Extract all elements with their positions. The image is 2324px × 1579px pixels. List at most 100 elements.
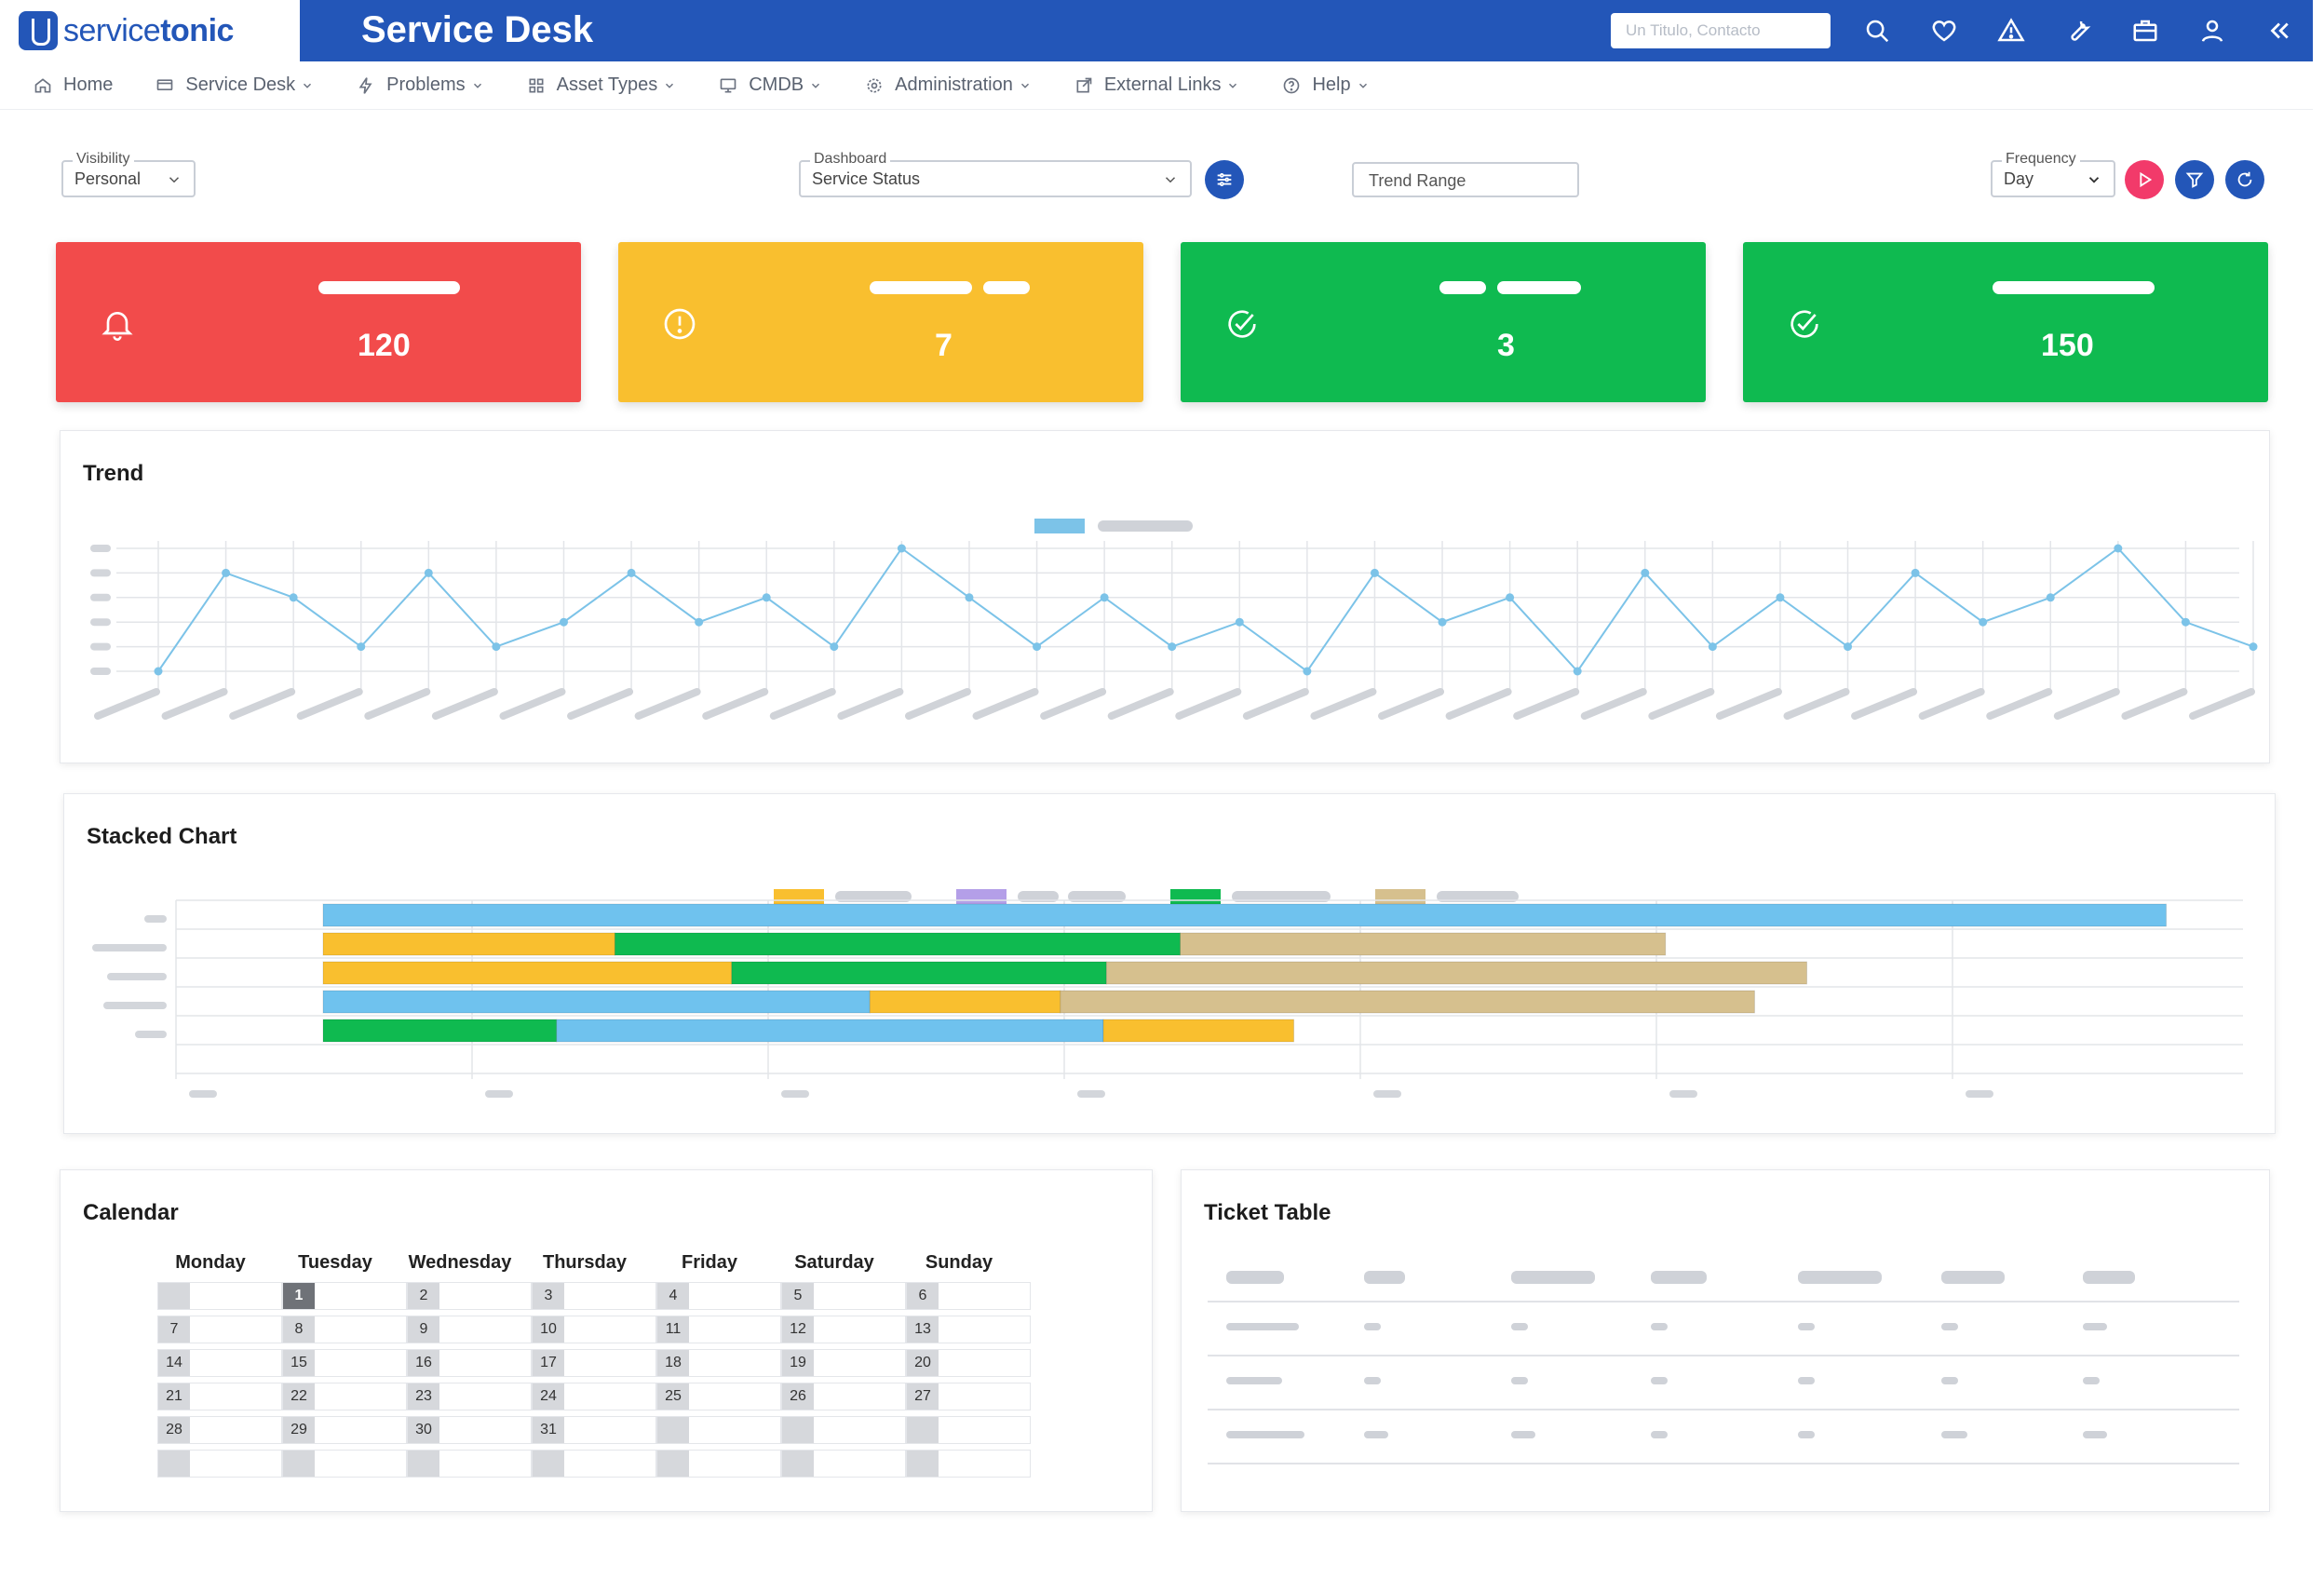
stacked-bar-segment — [869, 990, 1061, 1014]
calendar-day-cell[interactable]: 22 — [282, 1383, 407, 1410]
calendar-day-cell[interactable]: 3 — [532, 1282, 656, 1310]
info-icon — [664, 308, 696, 340]
calendar-day-number: 25 — [657, 1383, 689, 1410]
nav-item-problems[interactable]: Problems — [357, 74, 483, 96]
calendar-day-cell[interactable]: 11 — [656, 1316, 781, 1343]
calendar-day-cell[interactable] — [656, 1450, 781, 1478]
nav-item-asset-types[interactable]: Asset Types — [527, 74, 677, 96]
calendar-weekday-header: Sunday — [925, 1252, 993, 1273]
wrench-icon[interactable] — [2045, 7, 2112, 54]
table-row-divider — [1208, 1463, 2239, 1464]
collapse-icon[interactable] — [2246, 7, 2313, 54]
calendar-day-cell[interactable]: 9 — [407, 1316, 532, 1343]
filter-button[interactable] — [2175, 160, 2214, 199]
calendar-day-cell[interactable]: 2 — [407, 1282, 532, 1310]
calendar-day-cell[interactable]: 4 — [656, 1282, 781, 1310]
calendar-day-number: 12 — [782, 1316, 814, 1343]
x-tick-label — [1783, 688, 1850, 720]
heart-icon[interactable] — [1911, 7, 1978, 54]
calendar-day-cell[interactable]: 13 — [906, 1316, 1031, 1343]
calendar-day-cell[interactable]: 6 — [906, 1282, 1031, 1310]
legend-label — [835, 891, 912, 902]
calendar-day-cell[interactable] — [407, 1450, 532, 1478]
nav-item-external-links[interactable]: External Links — [1074, 74, 1240, 96]
calendar-day-cell[interactable] — [532, 1450, 656, 1478]
dashboard-settings-button[interactable] — [1205, 160, 1244, 199]
briefcase-icon[interactable] — [2112, 7, 2179, 54]
x-tick-label — [431, 688, 498, 720]
search-icon[interactable] — [1844, 7, 1911, 54]
stacked-bar-segment — [322, 903, 2168, 927]
search-input[interactable] — [1611, 13, 1831, 48]
trend-point — [627, 568, 636, 577]
calendar-day-cell[interactable]: 30 — [407, 1416, 532, 1444]
calendar-day-cell[interactable]: 29 — [282, 1416, 407, 1444]
warning-icon[interactable] — [1978, 7, 2045, 54]
nav-item-home[interactable]: Home — [34, 74, 113, 96]
calendar-day-cell[interactable] — [781, 1450, 906, 1478]
calendar-day-cell[interactable] — [656, 1416, 781, 1444]
calendar-day-cell[interactable]: 10 — [532, 1316, 656, 1343]
trend-point — [1370, 568, 1379, 577]
calendar-day-cell[interactable] — [282, 1450, 407, 1478]
calendar-day-cell[interactable] — [781, 1416, 906, 1444]
trend-range-input[interactable]: Trend Range — [1352, 162, 1579, 197]
x-tick-label — [1715, 688, 1782, 720]
kpi-card-alerts[interactable]: 120 — [56, 242, 581, 402]
calendar-day-cell[interactable]: 8 — [282, 1316, 407, 1343]
calendar-weekday-header: Thursday — [542, 1252, 628, 1273]
calendar-day-cell[interactable]: 20 — [906, 1349, 1031, 1377]
calendar-day-cell[interactable]: 18 — [656, 1349, 781, 1377]
calendar-day-cell[interactable]: 15 — [282, 1349, 407, 1377]
nav-item-cmdb[interactable]: CMDB — [719, 74, 822, 96]
calendar-day-cell[interactable]: 7 — [157, 1316, 282, 1343]
calendar-weekday-header: Friday — [681, 1252, 738, 1273]
calendar-day-number: 6 — [907, 1283, 939, 1309]
calendar-day-cell[interactable]: 31 — [532, 1416, 656, 1444]
trend-point — [830, 642, 839, 652]
calendar-day-cell[interactable]: 14 — [157, 1349, 282, 1377]
dashboard-value: Service Status — [812, 169, 921, 188]
trend-point — [1235, 617, 1244, 627]
calendar-day-cell[interactable]: 17 — [532, 1349, 656, 1377]
calendar-day-cell[interactable] — [157, 1282, 282, 1310]
calendar-day-cell[interactable] — [906, 1450, 1031, 1478]
nav-item-help[interactable]: Help — [1282, 74, 1369, 96]
dashboard-select[interactable]: Dashboard Service Status — [799, 151, 1192, 197]
calendar-day-cell[interactable]: 21 — [157, 1383, 282, 1410]
kpi-card-info[interactable]: 7 — [618, 242, 1143, 402]
calendar-day-cell[interactable]: 24 — [532, 1383, 656, 1410]
sliders-icon — [1217, 173, 1232, 186]
frequency-select[interactable]: Frequency Day — [1991, 151, 2115, 197]
logo[interactable]: servicetonic — [0, 0, 300, 61]
calendar-day-cell[interactable]: 1 — [282, 1282, 407, 1310]
calendar-day-cell[interactable]: 23 — [407, 1383, 532, 1410]
nav-item-service-desk[interactable]: Service Desk — [155, 74, 314, 96]
calendar-day-cell[interactable]: 16 — [407, 1349, 532, 1377]
calendar-day-cell[interactable]: 28 — [157, 1416, 282, 1444]
calendar-day-cell[interactable]: 19 — [781, 1349, 906, 1377]
calendar-day-cell[interactable]: 25 — [656, 1383, 781, 1410]
x-tick-label — [1107, 688, 1174, 720]
kpi-value: 150 — [2041, 328, 2094, 363]
chevron-down-icon — [1358, 83, 1367, 88]
user-icon[interactable] — [2179, 7, 2246, 54]
calendar-day-cell[interactable] — [906, 1416, 1031, 1444]
refresh-button[interactable] — [2225, 160, 2264, 199]
calendar-day-cell[interactable]: 12 — [781, 1316, 906, 1343]
calendar-day-cell[interactable]: 27 — [906, 1383, 1031, 1410]
play-button[interactable] — [2125, 160, 2164, 199]
stacked-bar-segment — [322, 1019, 558, 1043]
kpi-card-resolved[interactable]: 3 — [1181, 242, 1706, 402]
visibility-select[interactable]: Visibility Personal — [61, 151, 196, 197]
nav-item-label: Asset Types — [556, 74, 658, 95]
calendar-day-cell[interactable]: 5 — [781, 1282, 906, 1310]
calendar-day-number: 30 — [408, 1417, 439, 1443]
calendar-day-cell[interactable]: 26 — [781, 1383, 906, 1410]
kpi-card-closed[interactable]: 150 — [1743, 242, 2268, 402]
table-cell — [1226, 1377, 1282, 1384]
calendar-day-number — [782, 1417, 814, 1443]
nav-item-administration[interactable]: Administration — [865, 74, 1032, 96]
calendar-day-cell[interactable] — [157, 1450, 282, 1478]
table-header-cell — [1511, 1271, 1595, 1284]
